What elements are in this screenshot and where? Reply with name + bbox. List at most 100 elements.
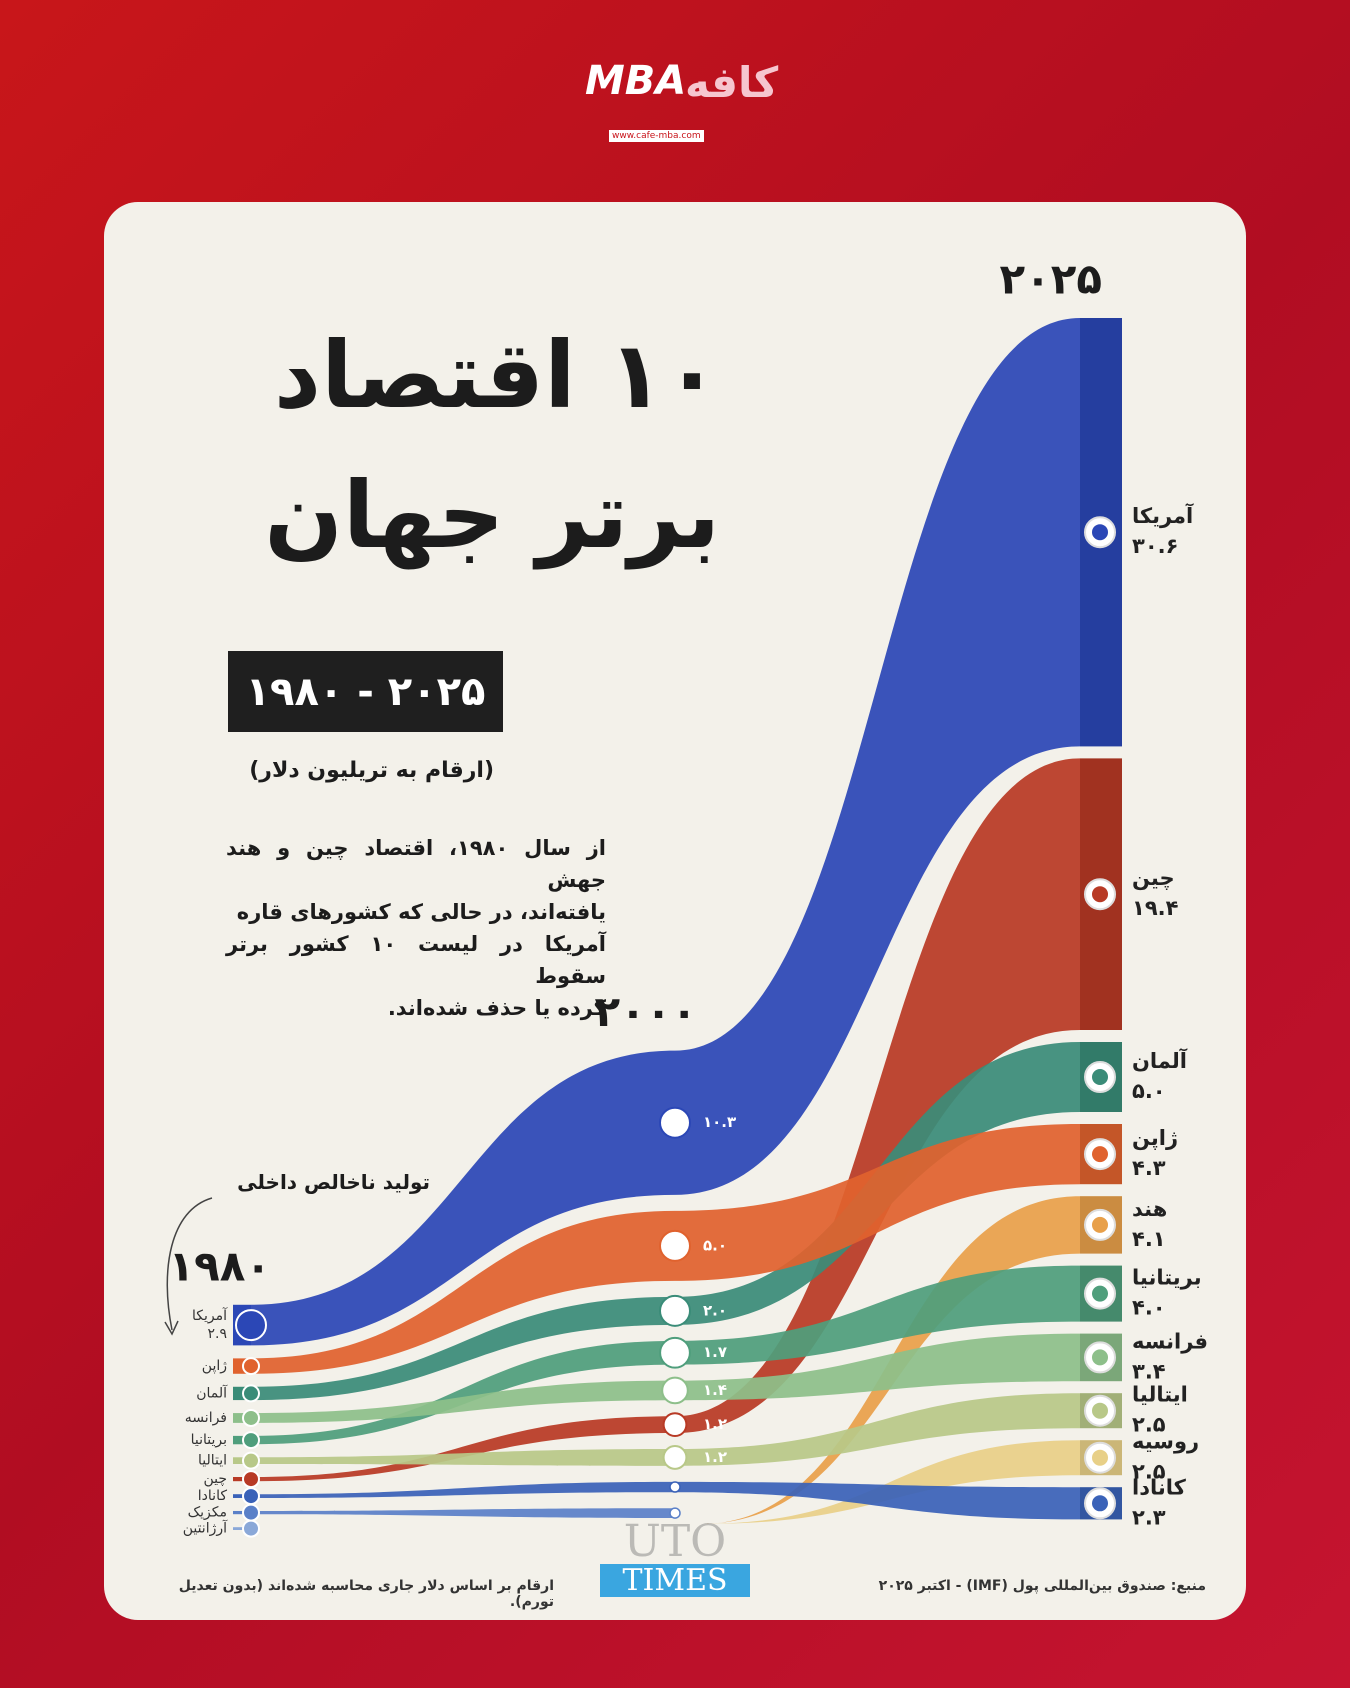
- country-name: آلمان: [196, 1384, 228, 1401]
- watermark-line: UTO: [623, 1516, 727, 1567]
- country-name: بریتانیا: [191, 1432, 227, 1448]
- arrow-head: [164, 1320, 179, 1336]
- flow: [251, 1481, 675, 1498]
- flag-center: [1092, 1146, 1108, 1163]
- annotation: تولید ناخالص داخلی: [237, 1170, 430, 1194]
- value-label: ۱.۲: [703, 1448, 727, 1466]
- value-label: ۲.۳: [1132, 1505, 1166, 1529]
- description-line: کرده یا حذف شده‌اند.: [387, 996, 606, 1020]
- annotation-arrow: [166, 1197, 213, 1331]
- flag: [659, 1336, 691, 1369]
- flag-center: [1092, 1349, 1108, 1366]
- flow: [675, 1333, 1080, 1401]
- flow: [675, 318, 1080, 1195]
- flag: [242, 1470, 260, 1489]
- country-name: آلمان: [1132, 1048, 1188, 1073]
- flag-center: [1092, 524, 1108, 541]
- flag: [669, 1507, 681, 1519]
- country-name: روسیه: [1132, 1430, 1199, 1454]
- title-line: ۱۰ اقتصاد: [273, 322, 720, 429]
- unit: (ارقام به تریلیون دلار): [249, 758, 494, 783]
- flows: [251, 318, 1080, 1524]
- flag: [242, 1519, 260, 1538]
- country-name: فرانسه: [1132, 1329, 1208, 1353]
- description-line: آمریکا در لیست ۱۰ کشور برتر سقوط: [226, 932, 606, 988]
- flow: [251, 1296, 675, 1401]
- flow: [675, 1393, 1080, 1466]
- title-line: برتر جهان: [264, 462, 720, 569]
- flag-center: [1092, 1495, 1108, 1512]
- country-name: مکزیک: [188, 1505, 227, 1521]
- flow: [251, 1449, 675, 1466]
- flag: [659, 1106, 691, 1139]
- flag-center: [1092, 1402, 1108, 1419]
- description-line: از سال ۱۹۸۰، اقتصاد چین و هند جهش: [226, 836, 606, 892]
- value-label: ۱.۲: [703, 1415, 727, 1433]
- flag: [242, 1408, 260, 1427]
- flag: [662, 1445, 688, 1470]
- country-name: چین: [1132, 866, 1175, 890]
- flow: [251, 1380, 675, 1423]
- value-label: ۳۰.۶: [1132, 534, 1178, 558]
- flow: [675, 1481, 1080, 1520]
- value-label: ۴.۰: [1132, 1296, 1166, 1320]
- flag-center: [1092, 1069, 1108, 1085]
- flow: [251, 1416, 675, 1482]
- watermark-line: TIMES: [600, 1564, 750, 1597]
- flag: [242, 1384, 260, 1403]
- flag: [662, 1412, 688, 1438]
- country-name: کانادا: [1132, 1475, 1187, 1499]
- flag-center: [1092, 1285, 1108, 1302]
- watermark: UTO TIMES: [600, 1520, 750, 1597]
- value-label: ۲.۵: [1132, 1460, 1166, 1484]
- stage-label: ۱۹۸۰: [168, 1241, 271, 1290]
- flag: [242, 1487, 260, 1506]
- value-label: ۱۰.۳: [703, 1113, 736, 1131]
- period: ۱۹۸۰ - ۲۰۲۵: [245, 668, 486, 715]
- flag-center: [1092, 886, 1108, 903]
- flow: [675, 1124, 1080, 1281]
- country-name: فرانسه: [185, 1410, 227, 1426]
- flag-center: [1092, 1216, 1108, 1233]
- country-name: بریتانیا: [1132, 1266, 1202, 1290]
- flag-center: [1092, 1449, 1108, 1466]
- value-label: ۴.۳: [1132, 1156, 1166, 1180]
- value-label: ۱.۷: [703, 1343, 727, 1361]
- country-name: ژاپن: [1132, 1126, 1178, 1150]
- flag: [659, 1294, 691, 1327]
- stage-label: ۲۰۰۰: [594, 987, 697, 1036]
- country-name: ایتالیا: [1132, 1383, 1188, 1407]
- flag: [242, 1451, 260, 1470]
- footer-note: ارقام بر اساس دلار جاری محاسبه شده‌اند (…: [178, 1578, 554, 1610]
- country-name: هند: [1132, 1197, 1167, 1221]
- logo-latin: MBA: [585, 58, 687, 104]
- value-label: ۲.۹: [208, 1326, 228, 1342]
- value-label: ۵.۰: [703, 1236, 727, 1254]
- flow: [251, 1508, 675, 1518]
- description-line: یافته‌اند، در حالی که کشورهای قاره: [236, 900, 606, 924]
- country-name: ایتالیا: [198, 1453, 227, 1469]
- description: از سال ۱۹۸۰، اقتصاد چین و هند جهش یافته‌…: [226, 832, 606, 1024]
- flag: [669, 1481, 681, 1493]
- country-name: آمریکا: [192, 1307, 228, 1324]
- logo-url: www.cafe-mba.com: [609, 130, 704, 142]
- country-name: آمریکا: [1132, 503, 1194, 528]
- flag: [242, 1431, 260, 1450]
- flag: [661, 1376, 689, 1405]
- value-label: ۲.۰: [703, 1301, 727, 1319]
- flag: [659, 1229, 691, 1262]
- country-name: کانادا: [198, 1488, 228, 1504]
- value-label: ۵.۰: [1132, 1079, 1166, 1103]
- value-label: ۳.۴: [1132, 1359, 1166, 1383]
- value-label: ۱۹.۴: [1132, 896, 1179, 920]
- value-label: ۲.۵: [1132, 1413, 1166, 1437]
- country-name: ژاپن: [202, 1358, 227, 1374]
- flag: [235, 1309, 267, 1342]
- flag: [242, 1503, 260, 1522]
- value-label: ۱.۴: [703, 1381, 727, 1399]
- flow: [251, 1050, 675, 1346]
- value-label: ۴.۱: [1132, 1227, 1166, 1251]
- period-badge: ۱۹۸۰ - ۲۰۲۵: [228, 651, 503, 732]
